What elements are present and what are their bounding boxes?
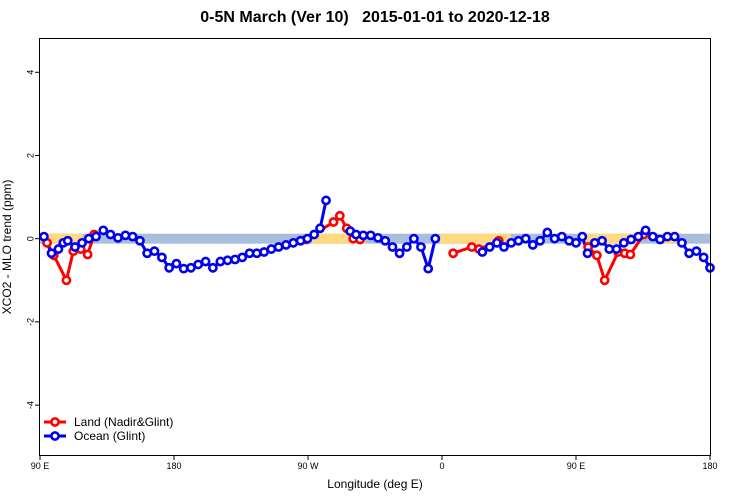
- ocean-point: [698, 252, 709, 263]
- ocean-point: [200, 256, 211, 267]
- ocean-point: [46, 248, 57, 259]
- ocean-point: [193, 259, 204, 270]
- land-band: [583, 233, 640, 244]
- land-point: [61, 275, 72, 286]
- ocean-point: [582, 248, 593, 259]
- x-tick-label: 180: [702, 461, 717, 471]
- x-tick-label: 0: [439, 461, 444, 471]
- ocean-point: [91, 231, 101, 242]
- ocean-legend-label: Ocean (Glint): [74, 429, 145, 443]
- land-point: [82, 249, 93, 260]
- ocean-point: [105, 229, 116, 240]
- ocean-point: [237, 252, 248, 263]
- chart-title: 0-5N March (Ver 10) 2015-01-01 to 2020-1…: [200, 9, 550, 26]
- land-legend-marker: [50, 417, 60, 427]
- ocean-point: [401, 242, 412, 252]
- ocean-point: [171, 258, 182, 269]
- ocean-point: [39, 231, 49, 242]
- ocean-point: [408, 233, 419, 244]
- ocean-point: [542, 227, 553, 238]
- y-tick-label: -2: [25, 318, 35, 326]
- x-tick-label: 90 E: [31, 461, 50, 471]
- ocean-point: [499, 242, 509, 252]
- ocean-point: [62, 235, 73, 246]
- ocean-point: [157, 252, 167, 263]
- ocean-point: [186, 262, 196, 273]
- ocean-point: [535, 235, 545, 246]
- land-band: [311, 233, 366, 244]
- ocean-point: [309, 229, 320, 240]
- ocean-point: [611, 244, 622, 254]
- ocean-point: [380, 235, 391, 246]
- x-tick-label: 90 E: [567, 461, 586, 471]
- ocean-point: [640, 225, 651, 236]
- land-point: [448, 248, 459, 259]
- ocean-point: [430, 233, 441, 244]
- land-band: [440, 233, 511, 244]
- x-axis: 90 E 180 90 W 0 90 E 180: [31, 455, 718, 471]
- land-point: [591, 250, 602, 261]
- ocean-point: [149, 246, 160, 257]
- ocean-point: [477, 247, 488, 257]
- ocean-point: [618, 237, 629, 248]
- ocean-point: [164, 262, 175, 273]
- land-legend-label: Land (Nadir&Glint): [74, 415, 173, 429]
- ocean-point: [669, 231, 680, 242]
- ocean-point: [315, 223, 325, 234]
- ocean-point: [633, 231, 644, 242]
- ocean-point: [571, 237, 581, 248]
- ocean-point: [416, 242, 426, 252]
- ocean-point: [98, 225, 109, 236]
- ocean-point: [135, 235, 145, 246]
- ocean-point: [113, 232, 123, 243]
- y-tick-label: 2: [25, 153, 35, 158]
- ocean-point: [423, 263, 434, 274]
- ocean-point: [358, 230, 369, 241]
- ocean-point: [394, 248, 405, 259]
- ocean-point: [321, 195, 331, 206]
- x-axis-label: Longitude (deg E): [327, 477, 422, 491]
- ocean-point: [70, 242, 80, 252]
- series-points: [39, 195, 715, 286]
- ocean-point: [273, 242, 284, 252]
- land-point: [625, 249, 636, 260]
- land-point: [334, 210, 345, 221]
- ocean-point: [597, 235, 607, 246]
- ocean-point: [492, 237, 502, 248]
- ocean-point: [207, 262, 218, 273]
- ocean-point: [556, 231, 567, 242]
- ocean-point: [53, 244, 64, 254]
- ocean-point: [520, 233, 531, 244]
- y-tick-label: 4: [25, 70, 35, 75]
- land-point: [599, 275, 610, 286]
- y-axis: -4 -2 0 2 4: [25, 70, 40, 409]
- ocean-point: [527, 240, 538, 250]
- land-point: [328, 217, 339, 227]
- y-tick-label: -4: [25, 401, 35, 409]
- ocean-point: [691, 246, 702, 257]
- ocean-point: [77, 237, 87, 248]
- ocean-point: [484, 242, 495, 252]
- plot-frame: [39, 38, 711, 456]
- ocean-point: [222, 255, 233, 266]
- ocean-point: [577, 231, 588, 242]
- y-tick-label: 0: [25, 236, 35, 241]
- y-axis-label: XCO2 - MLO trend (ppm): [0, 180, 14, 315]
- x-tick-label: 90 W: [297, 461, 319, 471]
- legend: Land (Nadir&Glint)Ocean (Glint): [44, 415, 173, 443]
- ocean-point: [127, 231, 138, 242]
- ocean-legend-marker: [50, 431, 60, 441]
- ocean-point: [302, 233, 313, 244]
- ocean-point: [676, 237, 687, 248]
- x-tick-label: 180: [166, 461, 181, 471]
- ocean-point: [387, 242, 398, 252]
